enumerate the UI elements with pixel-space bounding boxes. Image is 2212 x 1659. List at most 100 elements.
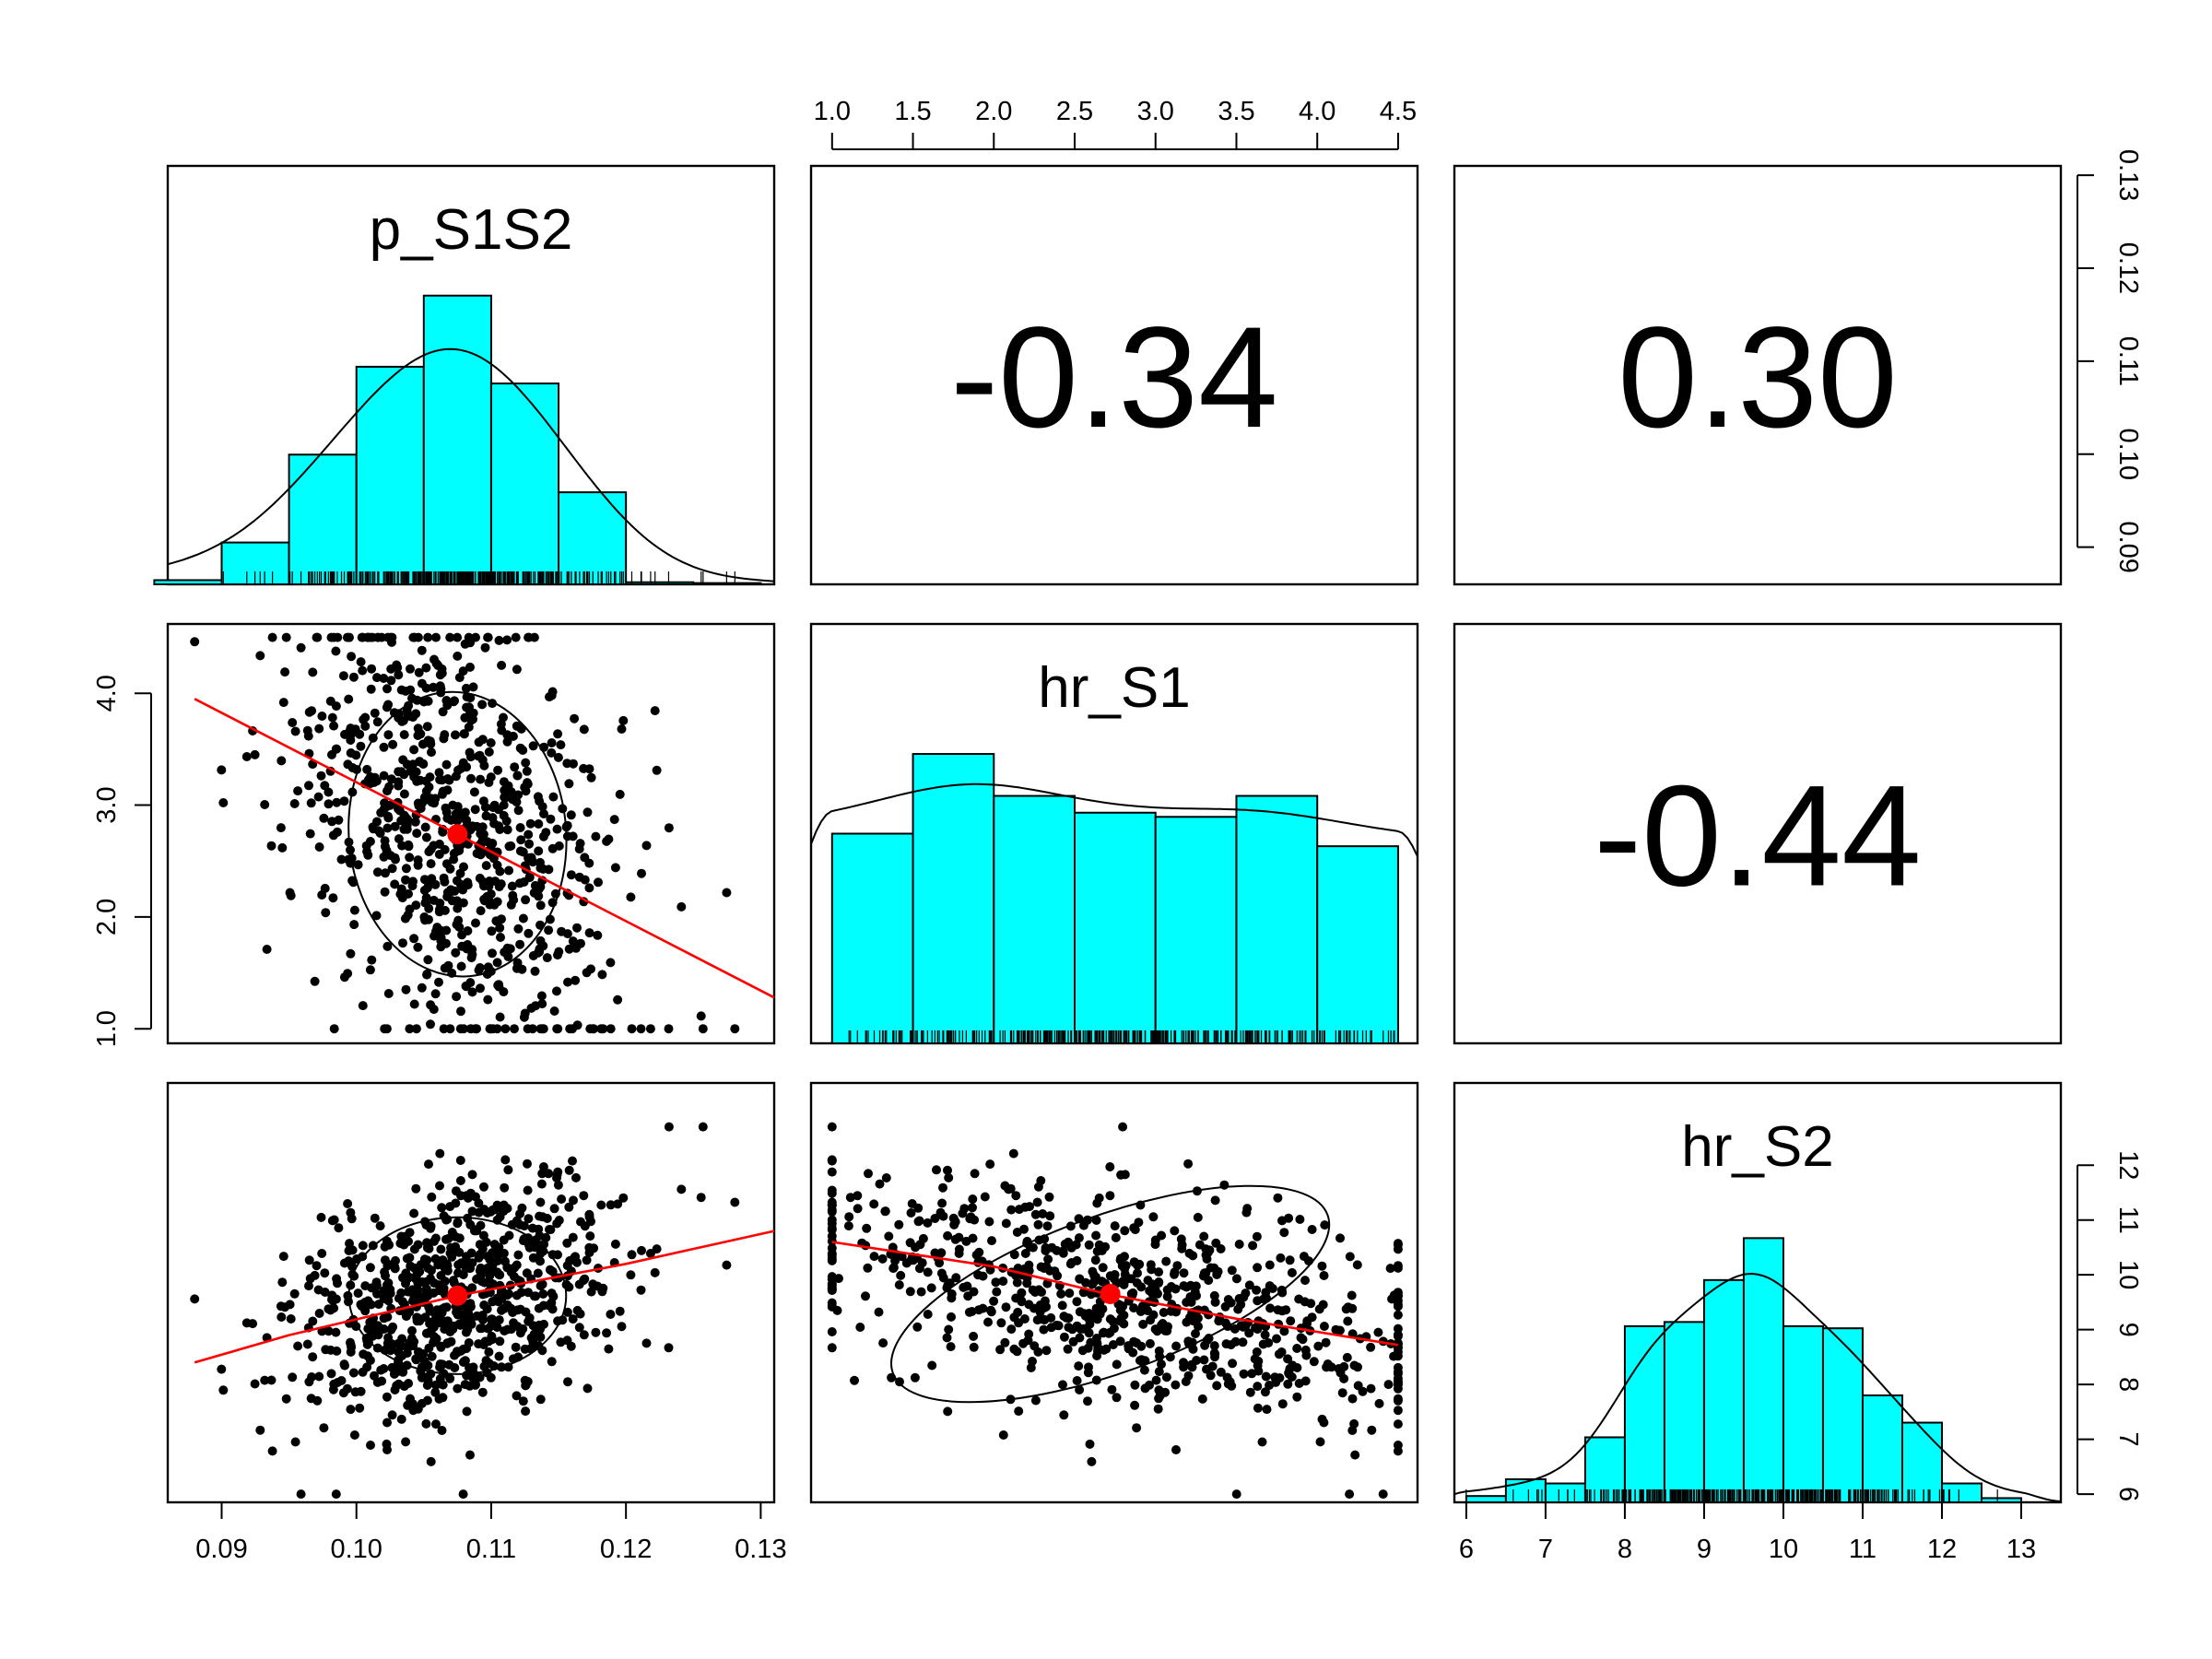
point [1287, 1267, 1297, 1277]
point [1115, 1336, 1125, 1347]
point [1162, 1291, 1172, 1301]
point [1033, 1219, 1043, 1230]
y-tick-label-left-hr_S1: 4.0 [92, 675, 122, 712]
point [588, 1024, 598, 1034]
point [645, 1024, 655, 1034]
point [1091, 1216, 1101, 1225]
point [1041, 1246, 1051, 1255]
point [521, 1406, 531, 1417]
point [296, 1489, 306, 1500]
point [429, 1236, 439, 1246]
point [1138, 1319, 1148, 1329]
point [349, 1430, 359, 1440]
point [365, 1263, 375, 1273]
point [255, 651, 265, 661]
point [477, 1311, 488, 1320]
point [444, 775, 454, 785]
point [1253, 1403, 1263, 1413]
point [963, 1291, 973, 1301]
point [418, 798, 428, 808]
point [1036, 1176, 1046, 1185]
point [1210, 1349, 1220, 1359]
point [610, 1239, 620, 1249]
point [664, 823, 674, 833]
point [422, 722, 432, 732]
point [881, 1173, 891, 1182]
point [503, 952, 513, 961]
point [1393, 1406, 1403, 1416]
point [360, 721, 371, 731]
point [312, 1261, 322, 1271]
point [418, 1277, 428, 1287]
point [1075, 1385, 1085, 1394]
point [942, 1333, 952, 1343]
point [959, 1282, 969, 1292]
point [582, 807, 593, 818]
point [436, 1342, 446, 1352]
point [579, 1191, 589, 1201]
point [1253, 1296, 1263, 1306]
point [375, 1221, 385, 1231]
point [499, 712, 508, 723]
point [489, 800, 500, 810]
point [1056, 1288, 1066, 1299]
point [664, 1343, 674, 1353]
point [453, 812, 463, 822]
point [433, 1260, 443, 1270]
point [1322, 1362, 1332, 1372]
point [1154, 1367, 1164, 1377]
point [606, 1310, 616, 1319]
point [324, 787, 334, 797]
point [494, 635, 504, 645]
point [730, 1197, 740, 1207]
point [1335, 1233, 1345, 1243]
point [1136, 1341, 1147, 1351]
point [469, 787, 479, 797]
point [465, 662, 475, 672]
point [420, 822, 430, 832]
point [460, 807, 470, 818]
point [465, 1219, 476, 1230]
point [529, 1329, 539, 1339]
point [1393, 1324, 1403, 1334]
point [499, 800, 509, 810]
point [538, 1289, 548, 1299]
point [419, 697, 429, 707]
point [923, 1310, 933, 1319]
point [351, 750, 361, 760]
point [449, 849, 459, 858]
point [339, 1359, 349, 1370]
point [978, 1271, 988, 1281]
point [383, 813, 394, 823]
point [471, 918, 480, 928]
point [1119, 1311, 1129, 1320]
point [1209, 1341, 1219, 1351]
point [372, 817, 382, 827]
point [453, 651, 463, 661]
point [427, 1192, 437, 1202]
point [1281, 1305, 1291, 1315]
point [1012, 1277, 1022, 1288]
point [329, 1215, 339, 1225]
point [463, 1324, 473, 1335]
point [406, 664, 415, 674]
point [241, 752, 252, 761]
point [387, 1339, 396, 1348]
point [937, 1198, 947, 1208]
point [383, 730, 394, 740]
point [408, 1406, 418, 1416]
point [488, 813, 498, 823]
point [915, 1240, 925, 1250]
point [290, 1437, 300, 1447]
y-tick-label-right-hr_S2: 11 [2113, 1206, 2143, 1234]
point [513, 924, 524, 934]
hist-bar-hr_S2-11 [1900, 1421, 1943, 1504]
point [598, 1283, 608, 1293]
point [266, 1375, 276, 1385]
point [479, 1182, 488, 1192]
point [523, 1024, 533, 1034]
point [1078, 1288, 1088, 1298]
point [1226, 1298, 1236, 1308]
point [575, 839, 585, 849]
point [553, 752, 563, 762]
